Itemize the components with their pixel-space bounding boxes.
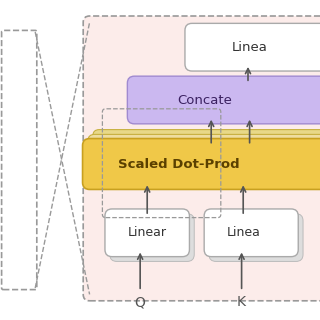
FancyBboxPatch shape (88, 134, 320, 184)
FancyBboxPatch shape (204, 209, 298, 257)
FancyBboxPatch shape (83, 139, 320, 189)
Text: Q: Q (135, 295, 146, 309)
FancyBboxPatch shape (127, 76, 320, 124)
Text: K: K (237, 295, 246, 309)
Text: Concate: Concate (177, 93, 232, 107)
FancyBboxPatch shape (93, 130, 320, 179)
Text: Linear: Linear (128, 226, 167, 239)
FancyBboxPatch shape (185, 23, 320, 71)
FancyBboxPatch shape (110, 214, 194, 261)
Text: Scaled Dot-Prod: Scaled Dot-Prod (118, 157, 240, 171)
FancyBboxPatch shape (209, 214, 303, 261)
Text: Linea: Linea (226, 226, 260, 239)
FancyBboxPatch shape (105, 209, 189, 257)
FancyBboxPatch shape (83, 16, 320, 301)
Text: Linea: Linea (232, 41, 268, 54)
